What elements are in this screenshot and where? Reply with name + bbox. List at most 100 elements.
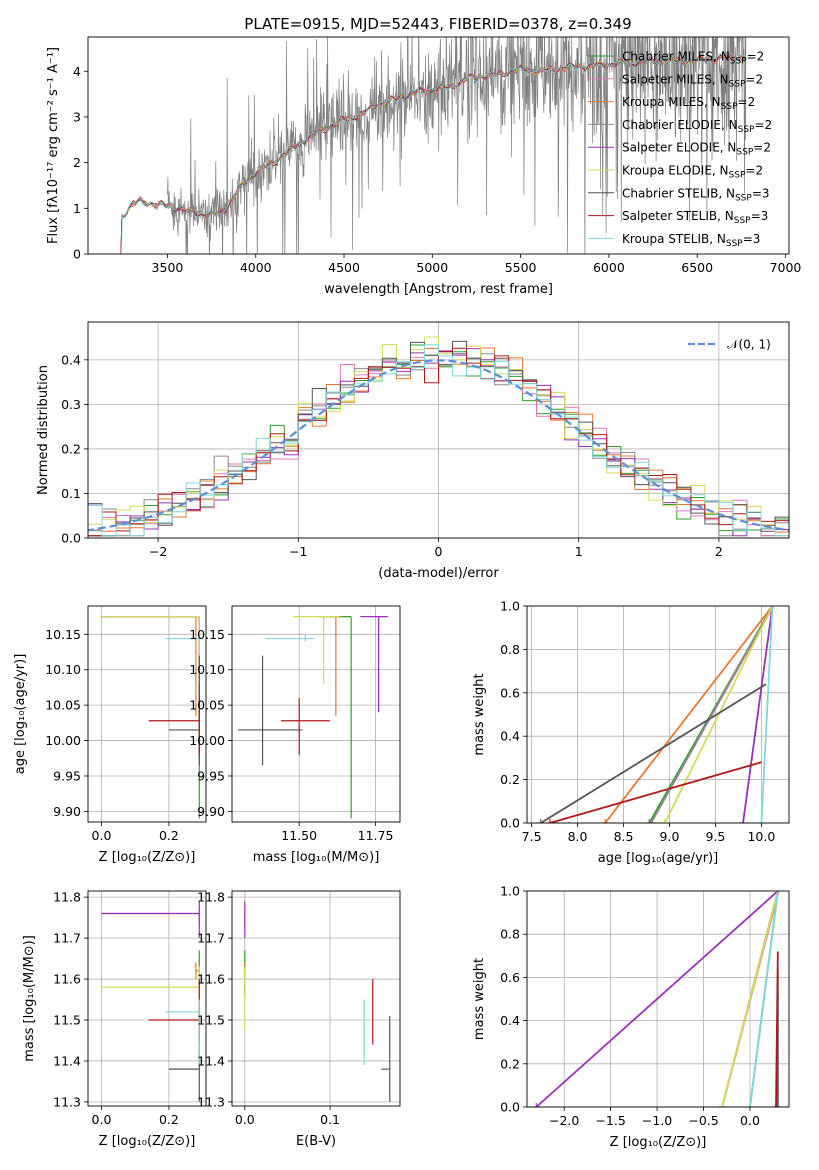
weight-vs-age-frame <box>526 605 790 824</box>
model-spectrum-line <box>117 52 747 254</box>
legend-label: Kroupa STELIB, NSSP=3 <box>622 232 760 249</box>
mass-vs-Z-xlabel: Z [log₁₀(Z/Z⊙)] <box>99 1134 196 1149</box>
spectrum-title: PLATE=0915, MJD=52443, FIBERID=0378, z=0… <box>244 15 631 33</box>
legend-label: 𝒩(0, 1) <box>727 338 771 352</box>
residuals-axes: −2 −1 0 1 2 0.0 0.1 0.2 0.3 0.4 (data-model)/error… <box>36 322 789 581</box>
mass-vs-EBV-plot <box>244 901 391 1102</box>
mass-vs-Z-ytick-label: 11.6 <box>53 972 81 987</box>
spectrum-legend: Chabrier MILES, NSSP=2 Salpeter MILES, NS… <box>588 50 772 249</box>
age-vs-mass-ytick-label: 10.15 <box>189 627 225 642</box>
weight-line <box>760 606 774 823</box>
spectrum-xtick-label: 4000 <box>240 260 272 275</box>
age-vs-Z-frame <box>87 605 207 823</box>
legend-label-suffix: =2 <box>747 50 765 64</box>
weight-vs-age-xtick-label: 9.0 <box>660 829 680 844</box>
spectrum-xtick-label: 5500 <box>505 260 537 275</box>
mass-vs-EBV-ytick-label: 11.8 <box>197 890 225 905</box>
weight-line <box>549 761 762 823</box>
spectrum-ylabel: Flux [fλ10⁻¹⁷ erg cm⁻² s⁻¹ A⁻¹] <box>46 47 61 244</box>
spectrum-xtick-label: 7000 <box>770 260 802 275</box>
weight-vs-age-ytick-label: 0.2 <box>500 772 520 787</box>
legend-label: Salpeter MILES, NSSP=2 <box>622 72 763 89</box>
residuals-ytick-label: 0.1 <box>61 486 81 501</box>
weight-vs-age-xlabel: age [log₁₀(age/yr)] <box>598 851 719 866</box>
weight-vs-age-ytick-label: 1.0 <box>500 599 520 614</box>
mass-vs-EBV-xlabel: E(B-V) <box>296 1134 336 1149</box>
weight-vs-age-ylabel: mass weight <box>472 673 487 755</box>
weight-line <box>650 606 774 823</box>
legend-label-suffix: =2 <box>738 95 756 109</box>
age-vs-mass-xlabel: mass [log₁₀(M/M⊙)] <box>253 850 380 865</box>
mass-vs-EBV-axes: 0.0 0.1 11.3 11.4 11.5 11.6 11.7 11.8 E(B-V) <box>197 890 400 1149</box>
spectrum-xtick-label: 6000 <box>593 260 625 275</box>
weight-vs-age-xtick-label: 8.5 <box>614 829 634 844</box>
age-vs-mass-plot <box>238 616 388 819</box>
weight-vs-age-ytick-label: 0.6 <box>500 685 520 700</box>
spectrum-axes: 3500 4000 4500 5000 5500 6000 6500 7000 0 1 2 3 4 wav… <box>46 47 801 297</box>
weight-vs-Z-xtick-label: 0.0 <box>740 1113 760 1128</box>
legend-label: Chabrier STELIB, NSSP=3 <box>622 186 770 203</box>
weight-vs-Z-ytick-label: 0.4 <box>500 1013 520 1028</box>
residuals-plot <box>88 336 789 537</box>
mass-vs-Z-xtick-label: 0.0 <box>92 1112 112 1127</box>
mass-vs-EBV-ytick-label: 11.3 <box>197 1094 225 1109</box>
weight-vs-Z-ytick-label: 1.0 <box>500 884 520 899</box>
residuals-xtick-label: 2 <box>715 544 723 559</box>
normal-curve <box>88 359 789 532</box>
weight-vs-Z-xlabel: Z [log₁₀(Z/Z⊙)] <box>610 1135 707 1150</box>
age-vs-Z-ytick-label: 9.90 <box>53 804 81 819</box>
spectrum-xtick-label: 6500 <box>681 260 713 275</box>
weight-line <box>721 891 779 1107</box>
age-vs-Z-ytick-label: 10.10 <box>45 662 81 677</box>
mass-vs-Z-xtick-label: 0.2 <box>159 1112 179 1127</box>
weight-vs-age-ytick-label: 0.0 <box>500 816 520 831</box>
legend-label-sub: SSP <box>729 79 746 89</box>
mass-vs-Z-plot <box>101 901 200 1102</box>
age-vs-mass-frame <box>231 605 401 823</box>
legend-label: Kroupa ELODIE, NSSP=2 <box>622 164 763 181</box>
spectrum-ytick-label: 1 <box>73 201 81 216</box>
mass-vs-EBV-xtick-label: 0.0 <box>235 1112 255 1127</box>
legend-label-suffix: =3 <box>743 232 761 246</box>
weight-vs-Z-plot <box>532 891 782 1107</box>
age-vs-Z-plot <box>101 616 200 819</box>
legend-label-sub: SSP <box>734 216 751 226</box>
weight-line <box>742 606 774 823</box>
mass-vs-Z-ytick-label: 11.5 <box>53 1013 81 1028</box>
residuals-xtick-label: −2 <box>149 544 167 559</box>
mass-vs-Z-axes: 0.0 0.2 11.3 11.4 11.5 11.6 11.7 11.8 Z [log₁₀(Z… <box>22 890 206 1149</box>
age-vs-Z-ytick-label: 10.00 <box>45 733 81 748</box>
spectrum-ytick-label: 2 <box>73 155 81 170</box>
legend-label-suffix: =3 <box>752 186 770 200</box>
mass-vs-Z-ytick-label: 11.7 <box>53 931 81 946</box>
spectrum-ytick-label: 3 <box>73 109 81 124</box>
weight-line <box>775 951 779 1107</box>
weight-vs-age-ytick-label: 0.8 <box>500 642 520 657</box>
age-vs-mass-ytick-label: 9.95 <box>197 768 225 783</box>
age-vs-mass-axes: 11.50 11.75 9.90 9.95 10.00 10.05 10.10 10.15 ma… <box>189 606 400 865</box>
legend-label-sub: SSP <box>735 193 752 203</box>
residuals-ytick-label: 0.2 <box>61 441 81 456</box>
legend-label: Chabrier ELODIE, NSSP=2 <box>622 118 772 135</box>
mass-vs-EBV-ytick-label: 11.4 <box>197 1053 225 1068</box>
weight-vs-Z-frame <box>526 890 790 1108</box>
mass-vs-Z-ytick-label: 11.4 <box>53 1053 81 1068</box>
mass-vs-Z-ytick-label: 11.8 <box>53 890 81 905</box>
spectrum-plot <box>117 37 747 254</box>
mass-vs-EBV-frame <box>231 890 401 1107</box>
residual-histogram <box>88 344 789 537</box>
mass-vs-EBV-xtick-label: 0.1 <box>320 1112 340 1127</box>
spectrum-data-line <box>167 37 747 254</box>
legend-label-sub: SSP <box>729 171 746 181</box>
legend-label-sub: SSP <box>721 102 738 112</box>
residuals-ytick-label: 0.3 <box>61 397 81 412</box>
mass-vs-EBV-ytick-label: 11.5 <box>197 1013 225 1028</box>
spectrum-xtick-label: 4500 <box>328 260 360 275</box>
weight-vs-Z-ytick-label: 0.8 <box>500 927 520 942</box>
legend-label-sub: SSP <box>730 57 747 67</box>
age-vs-Z-xlabel: Z [log₁₀(Z/Z⊙)] <box>99 850 196 865</box>
residuals-xtick-label: 0 <box>435 544 443 559</box>
weight-vs-age-axes: 7.5 8.0 8.5 9.0 9.5 10.0 0.0 0.2 0.4 0.6 0.8 1.0 age… <box>472 599 789 866</box>
age-vs-Z-ylabel: age [log₁₀(age/yr)] <box>13 654 28 775</box>
weight-vs-age-xtick-label: 8.0 <box>568 829 588 844</box>
